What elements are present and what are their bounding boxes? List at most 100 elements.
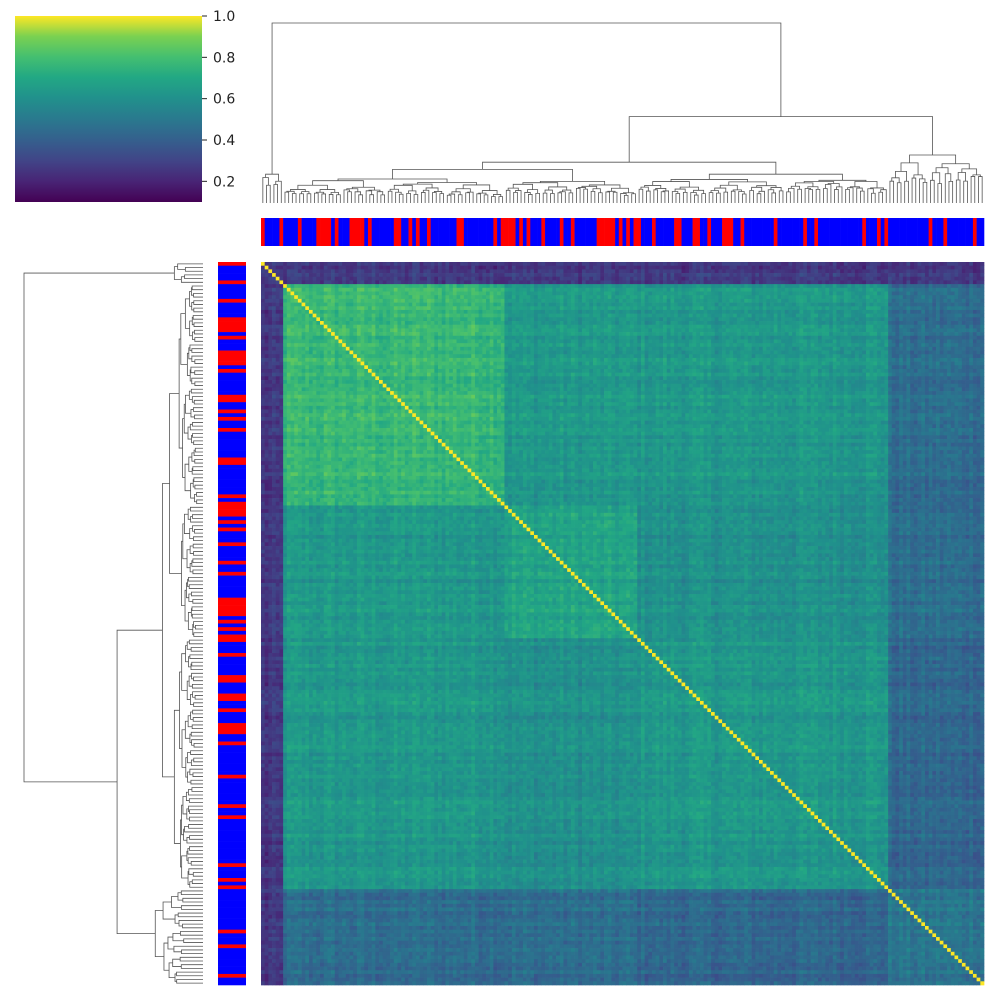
- heatmap-cell: [320, 314, 324, 318]
- dendrogram-link: [188, 849, 203, 855]
- heatmap-cell: [342, 306, 346, 310]
- heatmap-cell: [265, 306, 269, 310]
- heatmap-cell: [667, 303, 671, 307]
- heatmap-cell: [855, 266, 859, 270]
- heatmap-cell: [486, 292, 490, 296]
- column-annotation-cell: [482, 218, 486, 246]
- heatmap-cell: [530, 303, 534, 307]
- heatmap-cell: [796, 325, 800, 329]
- heatmap-cell: [936, 303, 940, 307]
- heatmap-cell: [777, 288, 781, 292]
- heatmap-cell: [383, 288, 387, 292]
- heatmap-cell: [394, 266, 398, 270]
- heatmap-cell: [279, 273, 283, 277]
- heatmap-cell: [958, 325, 962, 329]
- heatmap-cell: [619, 262, 623, 266]
- heatmap-cell: [977, 328, 981, 332]
- row-annotation-cell: [218, 900, 246, 904]
- heatmap-cell: [877, 295, 881, 299]
- heatmap-cell: [327, 280, 331, 284]
- heatmap-cell: [313, 292, 317, 296]
- heatmap-cell: [597, 288, 601, 292]
- heatmap-cell: [848, 332, 852, 336]
- heatmap-cell: [711, 303, 715, 307]
- heatmap-cell: [881, 280, 885, 284]
- heatmap-cell: [796, 273, 800, 277]
- heatmap-cell: [859, 288, 863, 292]
- heatmap-cell: [261, 317, 265, 321]
- heatmap-cell: [722, 336, 726, 340]
- heatmap-cell: [947, 295, 951, 299]
- heatmap-cell: [674, 332, 678, 336]
- heatmap-cell: [611, 295, 615, 299]
- heatmap-cell: [331, 280, 335, 284]
- column-annotation-cell: [722, 218, 726, 246]
- heatmap-cell: [479, 310, 483, 314]
- heatmap-cell: [571, 321, 575, 325]
- heatmap-cell: [567, 277, 571, 281]
- heatmap-cell: [685, 314, 689, 318]
- heatmap-cell: [586, 317, 590, 321]
- row-annotation-cell: [218, 786, 246, 790]
- heatmap-cell: [943, 292, 947, 296]
- column-annotation-cell: [744, 218, 748, 246]
- heatmap-cell: [501, 332, 505, 336]
- heatmap-cell: [836, 269, 840, 273]
- heatmap-cell: [807, 303, 811, 307]
- heatmap-cell: [412, 306, 416, 310]
- heatmap-cell: [442, 321, 446, 325]
- heatmap-cell: [401, 332, 405, 336]
- heatmap-cell: [700, 277, 704, 281]
- heatmap-cell: [575, 328, 579, 332]
- heatmap-cell: [788, 262, 792, 266]
- heatmap-cell: [567, 280, 571, 284]
- heatmap-cell: [733, 299, 737, 303]
- heatmap-cell: [833, 314, 837, 318]
- heatmap-cell: [431, 310, 435, 314]
- heatmap-cell: [774, 332, 778, 336]
- heatmap-cell: [512, 273, 516, 277]
- heatmap-cell: [807, 299, 811, 303]
- heatmap-cell: [918, 288, 922, 292]
- heatmap-cell: [814, 280, 818, 284]
- dendrogram-link: [962, 169, 977, 175]
- heatmap-cell: [519, 336, 523, 340]
- heatmap-cell: [519, 314, 523, 318]
- heatmap-cell: [357, 336, 361, 340]
- heatmap-cell: [475, 314, 479, 318]
- heatmap-cell: [549, 317, 553, 321]
- heatmap-cell: [888, 325, 892, 329]
- heatmap-cell: [884, 299, 888, 303]
- heatmap-cell: [626, 325, 630, 329]
- heatmap-cell: [936, 273, 940, 277]
- heatmap-cell: [774, 299, 778, 303]
- heatmap-cell: [652, 325, 656, 329]
- heatmap-cell: [693, 288, 697, 292]
- row-annotation-cell: [218, 531, 246, 535]
- heatmap-cell: [800, 321, 804, 325]
- column-annotation-cell: [777, 218, 781, 246]
- heatmap-cell: [434, 292, 438, 296]
- heatmap-cell: [265, 284, 269, 288]
- dendrogram-link: [298, 185, 328, 189]
- heatmap-cell: [527, 325, 531, 329]
- heatmap-cell: [682, 284, 686, 288]
- heatmap-cell: [545, 273, 549, 277]
- heatmap-cell: [788, 325, 792, 329]
- heatmap-cell: [829, 332, 833, 336]
- heatmap-cell: [394, 299, 398, 303]
- heatmap-cell: [471, 310, 475, 314]
- heatmap-cell: [862, 299, 866, 303]
- heatmap-cell: [851, 277, 855, 281]
- dendrogram-link: [724, 192, 728, 203]
- heatmap-cell: [859, 284, 863, 288]
- heatmap-cell: [586, 273, 590, 277]
- heatmap-cell: [770, 310, 774, 314]
- heatmap-cell: [313, 321, 317, 325]
- heatmap-cell: [508, 310, 512, 314]
- heatmap-cell: [445, 262, 449, 266]
- heatmap-cell: [833, 280, 837, 284]
- heatmap-cell: [457, 288, 461, 292]
- heatmap-cell: [501, 273, 505, 277]
- heatmap-cell: [748, 269, 752, 273]
